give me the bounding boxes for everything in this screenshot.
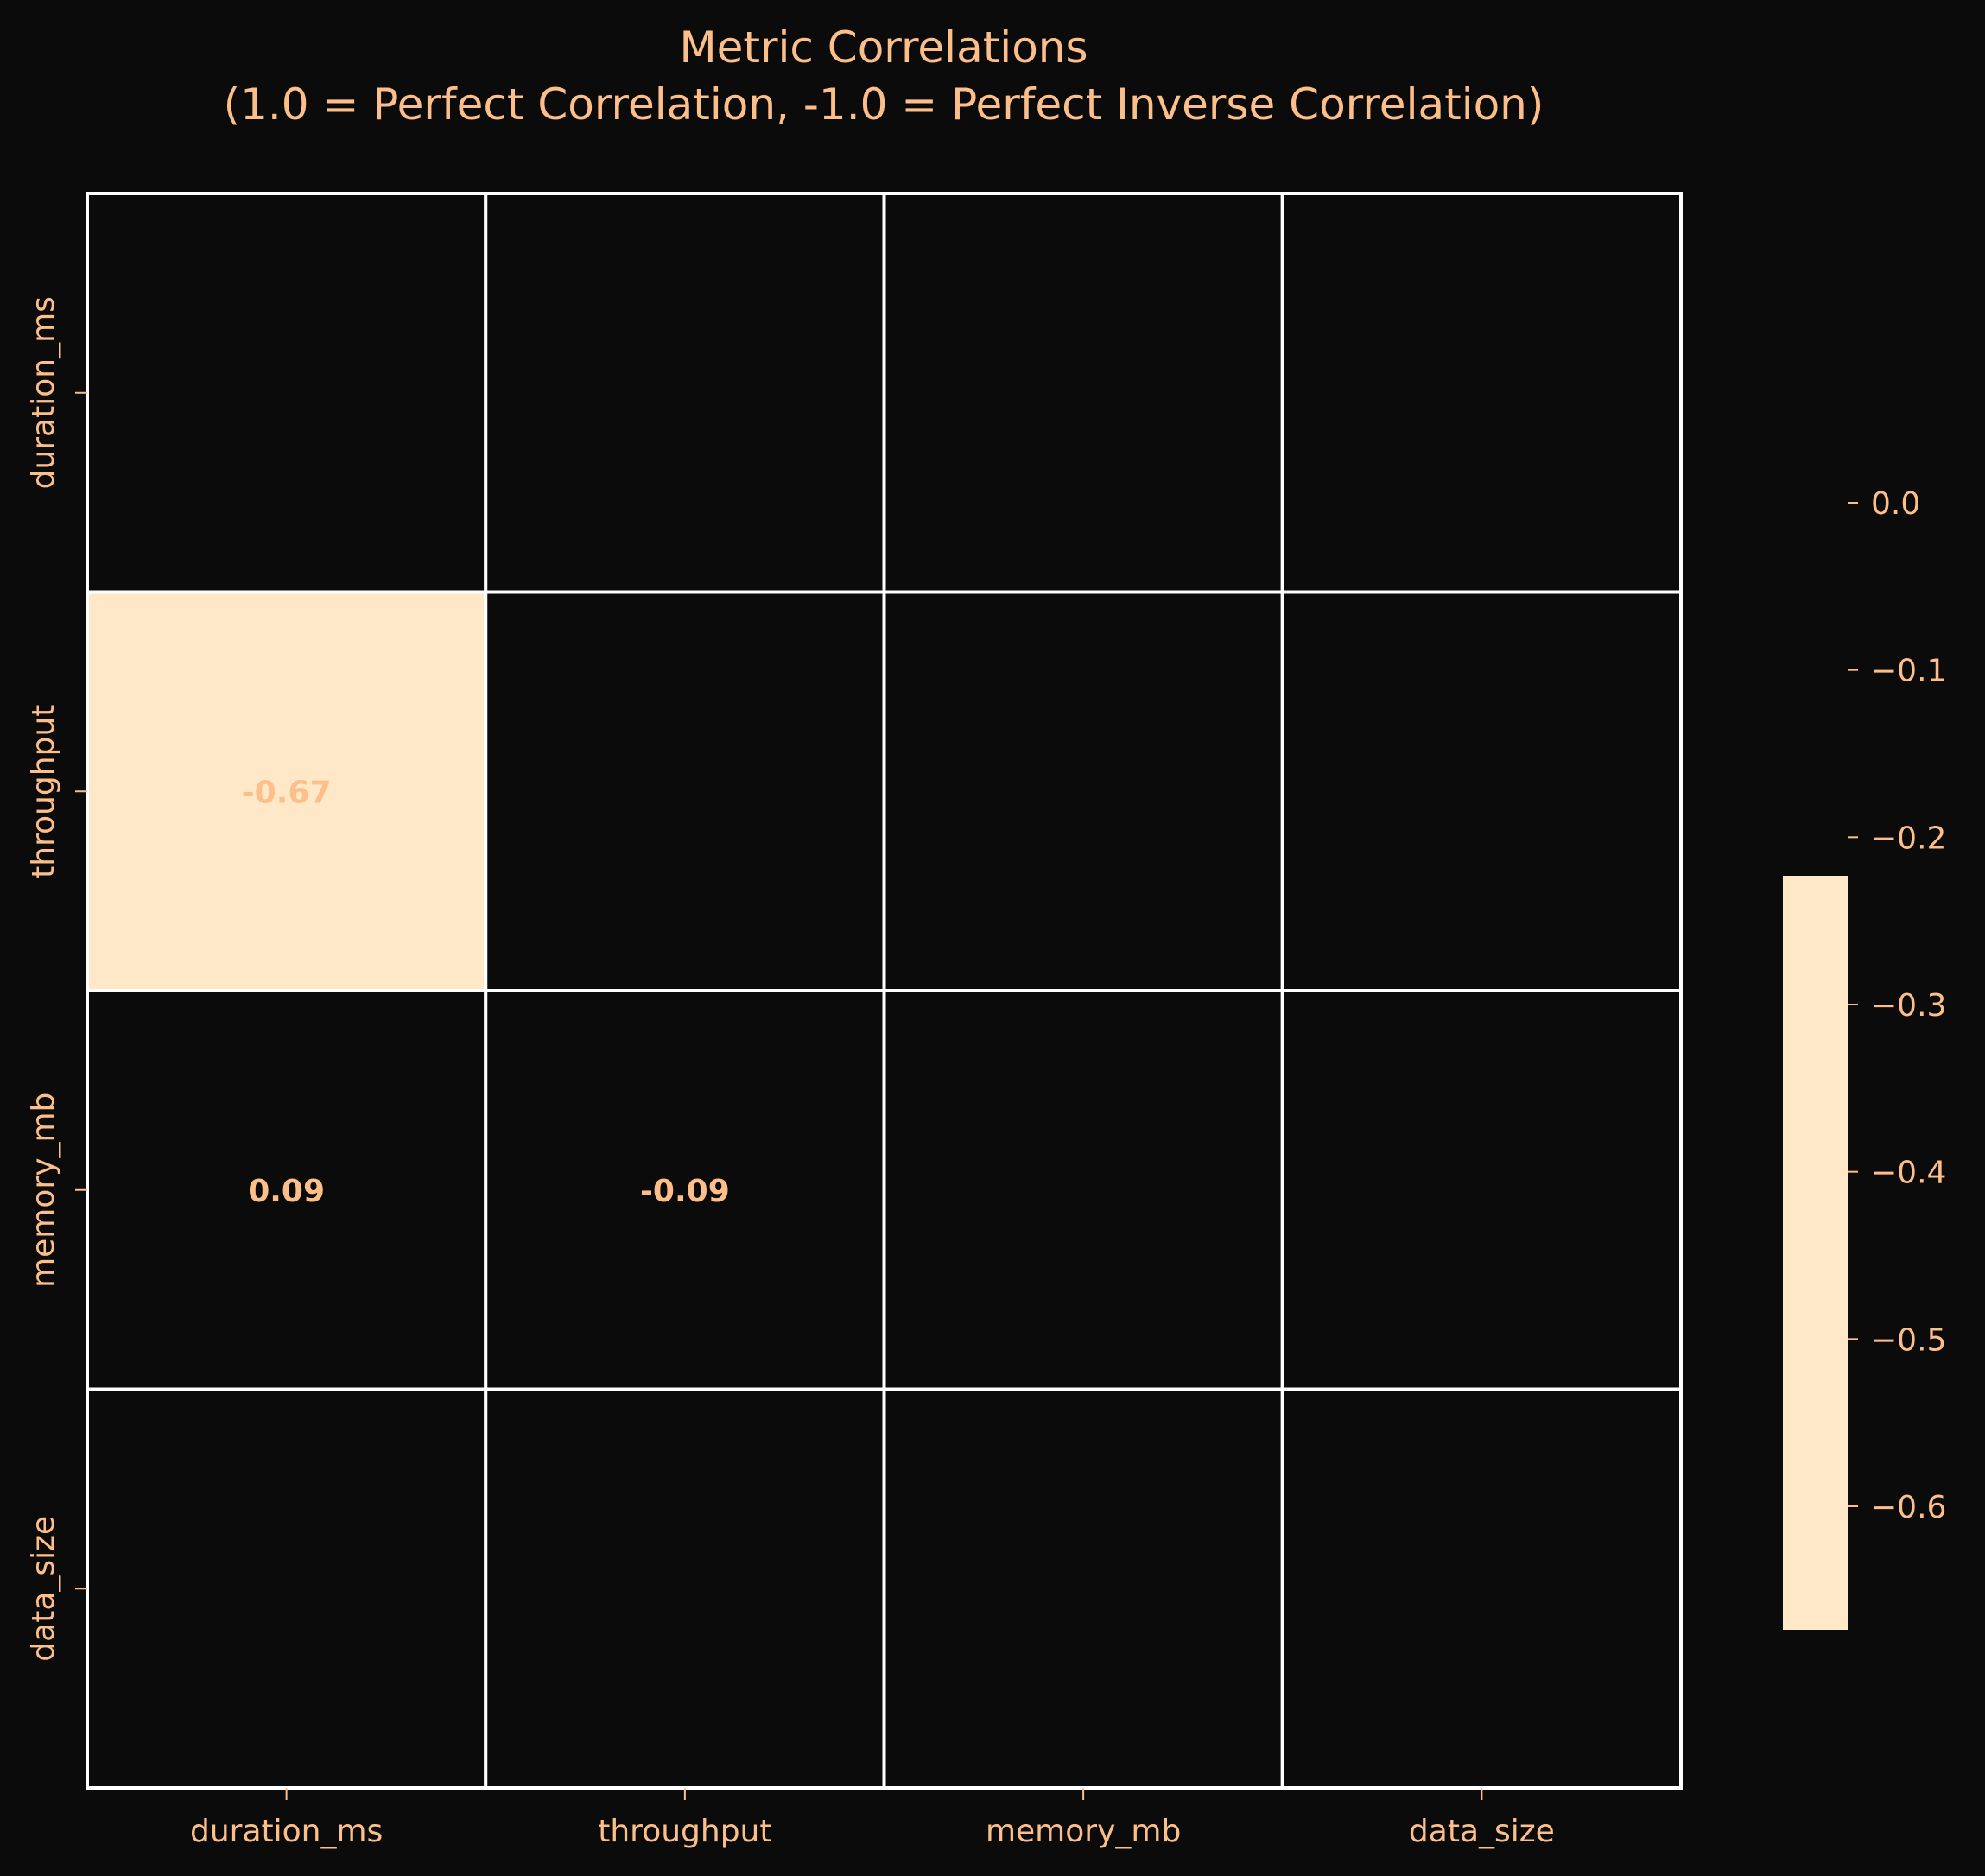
colorbar-tick-label: −0.6 [1871, 1490, 1946, 1525]
x-tick-label: data_size [1409, 1814, 1555, 1849]
y-tick-label: data_size [26, 1516, 61, 1662]
heatmap-cell-duration_ms-duration_ms [86, 192, 488, 594]
colorbar-tick-label: −0.4 [1871, 1156, 1946, 1191]
colorbar-tick-label: 0.0 [1871, 486, 1920, 522]
heatmap-cell-data_size-duration_ms [86, 1387, 488, 1790]
heatmap-cell-memory_mb-data_size [1280, 989, 1683, 1391]
x-tick-label: memory_mb [986, 1814, 1181, 1849]
chart-title-line-1: Metric Correlations [679, 22, 1088, 73]
heatmap-cell-throughput-data_size [1280, 590, 1683, 992]
cell-value-label: -0.67 [242, 775, 332, 810]
cell-value-label: 0.09 [248, 1174, 325, 1209]
heatmap-cell-throughput-duration_ms [86, 590, 488, 992]
colorbar-tick-label: −0.1 [1871, 654, 1946, 689]
y-tick-label: duration_ms [26, 296, 61, 489]
chart-title-line-2: (1.0 = Perfect Correlation, -1.0 = Perfe… [224, 79, 1544, 130]
colorbar-tick-label: −0.5 [1871, 1322, 1946, 1358]
heatmap-cell-memory_mb-duration_ms [86, 989, 488, 1391]
cell-value-label: -0.09 [640, 1174, 730, 1209]
heatmap-cell-data_size-data_size [1280, 1387, 1683, 1790]
heatmap-cell-data_size-throughput [484, 1387, 886, 1790]
y-tick-label: throughput [26, 705, 61, 878]
heatmap-cell-memory_mb-memory_mb [882, 989, 1284, 1391]
colorbar: 0.0 −0.1 −0.2 −0.3 −0.4 −0.5 −0.6 [1783, 486, 1946, 1630]
heatmap-cell-throughput-throughput [484, 590, 886, 992]
colorbar-bar [1783, 876, 1848, 1630]
heatmap-cell-throughput-memory_mb [882, 590, 1284, 992]
y-tick-label: memory_mb [26, 1093, 61, 1288]
x-tick-label: duration_ms [190, 1814, 383, 1849]
heatmap-grid: -0.67 0.09 -0.09 duration_ms throughput memor… [26, 192, 1683, 1849]
colorbar-tick-label: −0.3 [1871, 988, 1946, 1024]
x-tick-label: throughput [598, 1814, 771, 1849]
heatmap-cell-data_size-memory_mb [882, 1387, 1284, 1790]
heatmap-cell-duration_ms-throughput [484, 192, 886, 594]
heatmap-cell-duration_ms-memory_mb [882, 192, 1284, 594]
colorbar-tick-label: −0.2 [1871, 821, 1946, 856]
heatmap-cell-duration_ms-data_size [1280, 192, 1683, 594]
heatmap-cell-memory_mb-throughput [484, 989, 886, 1391]
